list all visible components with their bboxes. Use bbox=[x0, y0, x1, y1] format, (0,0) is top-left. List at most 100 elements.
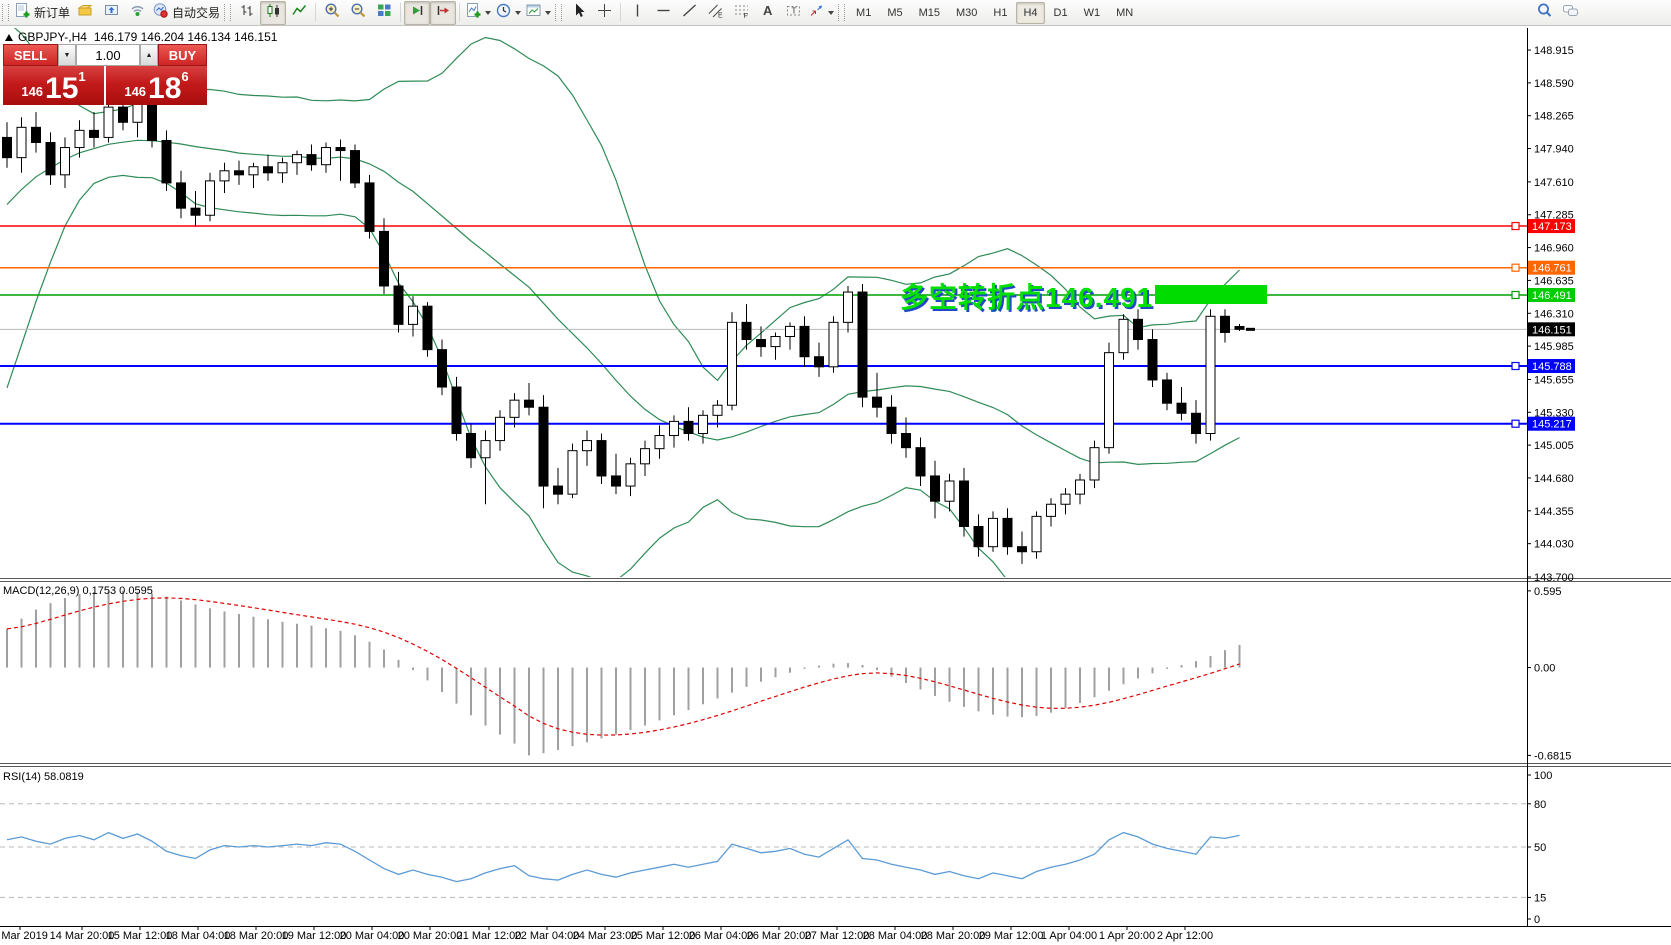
svg-text:20 Mar 04:00: 20 Mar 04:00 bbox=[340, 930, 405, 942]
templates-button[interactable] bbox=[523, 1, 553, 25]
candles-icon bbox=[265, 2, 282, 24]
zoom-in-icon bbox=[324, 2, 341, 24]
fibonacci-button[interactable]: F bbox=[728, 1, 754, 25]
text-label-button[interactable]: T bbox=[780, 1, 806, 25]
signal-icon bbox=[129, 2, 146, 24]
svg-text:145.985: 145.985 bbox=[1534, 341, 1574, 353]
bar-chart-button[interactable] bbox=[234, 1, 260, 25]
svg-text:148.265: 148.265 bbox=[1534, 111, 1574, 123]
timeframe-MN[interactable]: MN bbox=[1116, 6, 1134, 19]
timeframe-H1[interactable]: H1 bbox=[993, 6, 1008, 19]
svg-text:27 Mar 12:00: 27 Mar 12:00 bbox=[805, 930, 870, 942]
chat-button[interactable] bbox=[1557, 1, 1583, 25]
svg-text:0: 0 bbox=[1534, 914, 1540, 926]
chart-text-annotation[interactable]: 多空转折点146.491 bbox=[900, 282, 1154, 313]
vertical-line-button[interactable] bbox=[624, 1, 650, 25]
channel-icon: E bbox=[707, 2, 724, 24]
svg-text:26 Mar 04:00: 26 Mar 04:00 bbox=[689, 930, 754, 942]
dropdown-caret-icon[interactable] bbox=[485, 10, 492, 15]
svg-text:147.285: 147.285 bbox=[1534, 210, 1574, 222]
timeframe-M5[interactable]: M5 bbox=[887, 6, 903, 19]
search-button[interactable] bbox=[1531, 1, 1557, 25]
svg-text:148.590: 148.590 bbox=[1534, 78, 1574, 90]
hline-icon bbox=[655, 2, 672, 24]
timeframe-W1[interactable]: W1 bbox=[1083, 6, 1101, 19]
clock-icon bbox=[495, 2, 512, 24]
arrows-icon bbox=[808, 2, 825, 24]
main-toolbar: 新订单 自动交易 E F A T M1 M5 M15 M30 H1 H4 D1 W1 MN bbox=[0, 0, 1671, 26]
chart-shift-button[interactable] bbox=[430, 0, 457, 25]
toolbar-separator bbox=[459, 3, 461, 22]
candlestick-chart-button[interactable] bbox=[260, 0, 287, 25]
svg-text:21 Mar 12:00: 21 Mar 12:00 bbox=[457, 930, 522, 942]
arrows-button[interactable] bbox=[806, 1, 836, 25]
dropdown-caret-icon[interactable] bbox=[545, 10, 552, 15]
volume-increase-button[interactable]: ▲ bbox=[140, 44, 158, 66]
indicators-icon bbox=[465, 2, 482, 24]
auto-trading-button[interactable]: 自动交易 bbox=[150, 1, 222, 25]
toolbar-separator bbox=[315, 3, 317, 22]
svg-text:-0.6815: -0.6815 bbox=[1534, 750, 1571, 762]
publish-chart-button[interactable] bbox=[98, 1, 124, 25]
crosshair-icon bbox=[596, 2, 613, 24]
tile-windows-button[interactable] bbox=[371, 1, 397, 25]
svg-text:146.151: 146.151 bbox=[1532, 324, 1572, 336]
indicators-button[interactable] bbox=[463, 1, 493, 25]
ask-price-big: 18 bbox=[148, 72, 182, 105]
timeframe-M30[interactable]: M30 bbox=[956, 6, 978, 19]
dropdown-caret-icon[interactable] bbox=[828, 10, 835, 15]
auto-trading-button-label: 自动交易 bbox=[172, 6, 221, 20]
svg-text:147.610: 147.610 bbox=[1534, 177, 1574, 189]
symbol-arrow-icon bbox=[5, 33, 13, 41]
cursor-button[interactable] bbox=[565, 1, 591, 25]
linechart-icon bbox=[291, 2, 308, 24]
crosshair-button[interactable] bbox=[591, 1, 617, 25]
ask-price-panel[interactable]: 146 18 6 bbox=[106, 66, 207, 105]
svg-text:145.788: 145.788 bbox=[1532, 361, 1572, 373]
auto-scroll-button[interactable] bbox=[404, 0, 431, 25]
new-order-icon bbox=[14, 2, 31, 24]
svg-text:50: 50 bbox=[1534, 842, 1546, 854]
svg-text:145.005: 145.005 bbox=[1534, 440, 1574, 452]
open-data-button[interactable] bbox=[72, 1, 98, 25]
toolbar-separator bbox=[400, 3, 402, 22]
new-order-button[interactable]: 新订单 bbox=[12, 1, 72, 25]
line-chart-button[interactable] bbox=[286, 1, 312, 25]
timeframe-D1[interactable]: D1 bbox=[1053, 6, 1068, 19]
timeframe-M15[interactable]: M15 bbox=[918, 6, 940, 19]
bars-icon bbox=[239, 2, 256, 24]
svg-text:147.173: 147.173 bbox=[1532, 221, 1572, 233]
svg-text:1 Apr 04:00: 1 Apr 04:00 bbox=[1041, 930, 1097, 942]
svg-text:4 Mar 2019: 4 Mar 2019 bbox=[0, 930, 48, 942]
bid-price-pip: 1 bbox=[78, 69, 86, 84]
volume-decrease-button[interactable]: ▼ bbox=[58, 44, 76, 66]
svg-text:148.915: 148.915 bbox=[1534, 45, 1574, 57]
svg-text:15: 15 bbox=[1534, 892, 1546, 904]
macd-indicator-label: MACD(12,26,9) 0,1753 0.0595 bbox=[3, 585, 153, 597]
ask-price-prefix: 146 bbox=[124, 84, 147, 99]
zoom-out-icon bbox=[350, 2, 367, 24]
horizontal-line-button[interactable] bbox=[650, 1, 676, 25]
bid-price-big: 15 bbox=[45, 72, 79, 105]
zoom-in-button[interactable] bbox=[319, 1, 345, 25]
svg-text:28 Mar 20:00: 28 Mar 20:00 bbox=[921, 930, 986, 942]
sell-button[interactable]: SELL bbox=[3, 44, 58, 66]
channel-button[interactable]: E bbox=[702, 1, 728, 25]
volume-input[interactable] bbox=[76, 44, 140, 66]
buy-button[interactable]: BUY bbox=[158, 44, 207, 66]
svg-text:146.491: 146.491 bbox=[1532, 290, 1572, 302]
text-button[interactable]: A bbox=[754, 1, 780, 25]
svg-text:18 Mar 20:00: 18 Mar 20:00 bbox=[224, 930, 289, 942]
zoom-out-button[interactable] bbox=[345, 1, 371, 25]
svg-text:14 Mar 20:00: 14 Mar 20:00 bbox=[50, 930, 115, 942]
timeframe-H4[interactable]: H4 bbox=[1016, 1, 1045, 24]
dropdown-caret-icon[interactable] bbox=[515, 10, 522, 15]
svg-text:145.655: 145.655 bbox=[1534, 374, 1574, 386]
trendline-button[interactable] bbox=[676, 1, 702, 25]
bid-price-panel[interactable]: 146 15 1 bbox=[3, 66, 104, 105]
chart-canvas[interactable]: 148.915 148.590 148.265 147.940 147.610 147.2… bbox=[0, 26, 1671, 945]
periods-button[interactable] bbox=[493, 1, 523, 25]
timeframe-M1[interactable]: M1 bbox=[856, 6, 872, 19]
trend-icon bbox=[681, 2, 698, 24]
signals-button[interactable] bbox=[124, 1, 150, 25]
